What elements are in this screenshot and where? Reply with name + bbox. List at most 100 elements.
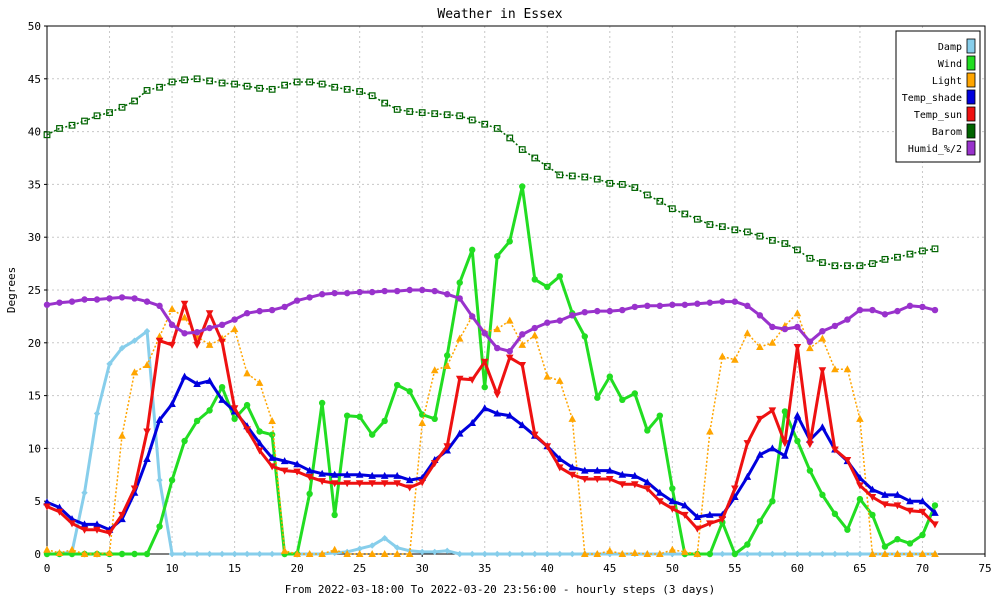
data-point <box>393 550 401 557</box>
data-point <box>518 361 527 369</box>
data-point <box>430 460 439 468</box>
legend-label: Temp_sun <box>914 110 962 121</box>
legend-label: Temp_shade <box>902 93 962 104</box>
data-point <box>569 312 576 319</box>
data-point <box>43 503 51 511</box>
data-point <box>494 344 501 352</box>
data-point <box>681 511 689 519</box>
data-point <box>543 443 552 451</box>
x-tick-label: 40 <box>541 562 554 575</box>
data-point <box>106 360 113 368</box>
data-point <box>93 296 101 303</box>
data-point <box>406 388 413 395</box>
data-point <box>618 181 626 188</box>
data-point <box>568 471 577 479</box>
data-point <box>731 226 739 234</box>
data-point <box>355 480 364 488</box>
data-point <box>806 344 814 352</box>
data-point <box>143 550 151 558</box>
data-point <box>856 482 864 490</box>
data-point <box>105 548 114 556</box>
y-axis-ticks: 0 5 10 15 20 25 30 35 40 45 50 <box>28 20 47 561</box>
data-point <box>331 289 338 297</box>
data-point <box>919 531 926 539</box>
data-point <box>118 550 126 558</box>
data-point <box>293 297 301 304</box>
data-point <box>318 80 326 88</box>
data-point <box>881 490 889 498</box>
data-point <box>93 550 101 557</box>
data-point <box>643 478 652 486</box>
y-tick-label: 30 <box>28 231 41 244</box>
y-tick-label: 35 <box>28 178 41 191</box>
data-point <box>794 437 801 445</box>
data-point <box>618 550 627 557</box>
data-point <box>719 550 726 558</box>
y-tick-label: 20 <box>28 337 41 350</box>
data-point <box>143 454 151 462</box>
data-point <box>318 550 326 557</box>
data-point <box>606 373 613 380</box>
data-point <box>631 481 639 489</box>
data-point <box>418 479 426 487</box>
data-point <box>368 542 376 549</box>
data-point <box>631 303 639 311</box>
data-point <box>419 411 426 418</box>
data-point <box>231 550 238 558</box>
data-point <box>118 294 126 301</box>
data-point <box>818 367 827 375</box>
data-point <box>531 276 538 283</box>
data-point <box>431 548 438 556</box>
data-point <box>531 550 538 558</box>
data-point <box>193 341 201 349</box>
data-point <box>330 470 339 478</box>
data-point <box>781 550 789 558</box>
data-point <box>894 253 901 261</box>
data-point <box>331 83 339 91</box>
data-point <box>381 417 388 425</box>
data-point <box>581 333 588 340</box>
data-point <box>906 497 914 505</box>
data-point <box>455 429 464 437</box>
legend-label: Wind <box>938 59 962 70</box>
data-point <box>919 303 926 311</box>
data-point <box>793 344 802 352</box>
data-point <box>68 520 76 528</box>
data-point <box>531 324 538 332</box>
data-point <box>519 183 526 190</box>
data-point <box>206 77 213 85</box>
legend-swatch <box>966 72 976 88</box>
series-temp-shade <box>43 372 939 533</box>
x-axis-label: From 2022-03-18:00 To 2022-03-20 23:56:0… <box>285 583 715 596</box>
data-point <box>68 298 76 305</box>
data-point <box>218 550 226 558</box>
data-point <box>793 411 802 419</box>
data-point <box>794 323 801 331</box>
data-point <box>781 440 789 448</box>
data-point <box>143 428 151 436</box>
data-point <box>818 334 827 342</box>
data-point <box>106 295 113 302</box>
data-point <box>668 545 677 553</box>
data-point <box>744 302 751 310</box>
data-point <box>819 259 826 266</box>
data-point <box>155 415 164 423</box>
x-tick-label: 5 <box>106 562 113 575</box>
data-point <box>143 87 151 94</box>
data-point <box>469 550 476 558</box>
data-point <box>631 548 639 556</box>
data-point <box>656 488 664 496</box>
data-point <box>305 550 314 557</box>
legend-swatch <box>966 38 976 54</box>
data-point <box>281 81 289 89</box>
data-point <box>593 550 602 557</box>
data-point <box>844 316 851 323</box>
data-point <box>756 232 764 240</box>
data-point <box>469 246 476 254</box>
data-point <box>356 88 364 95</box>
data-point <box>493 409 502 417</box>
data-point <box>781 451 789 459</box>
data-point <box>831 322 839 330</box>
data-point <box>893 550 902 557</box>
data-point <box>368 480 376 488</box>
